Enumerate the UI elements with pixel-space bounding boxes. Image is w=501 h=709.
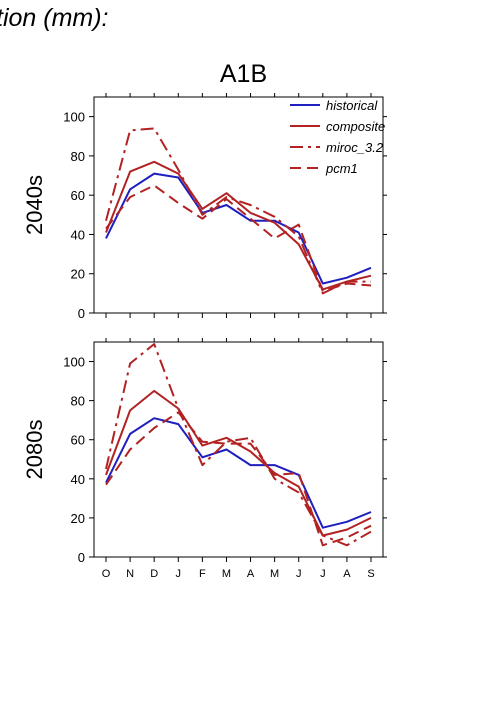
y-tick-label: 40 bbox=[71, 227, 85, 242]
chart-title: A1B bbox=[220, 60, 267, 88]
plot-frame bbox=[93, 341, 384, 558]
x-tick-label: J bbox=[320, 568, 326, 580]
y-tick-label: 80 bbox=[71, 394, 85, 409]
legend-label: historical bbox=[326, 98, 378, 113]
y-tick-label: 100 bbox=[63, 355, 85, 370]
y-tick-label: 60 bbox=[71, 188, 85, 203]
y-axis-label: 2040s bbox=[22, 175, 47, 235]
plot-frame bbox=[93, 96, 384, 314]
x-tick-label: F bbox=[199, 568, 206, 580]
x-tick-label: N bbox=[126, 568, 134, 580]
y-tick-label: 0 bbox=[78, 306, 85, 321]
series-line-historical bbox=[105, 172, 372, 285]
series-line-composite bbox=[105, 389, 372, 537]
y-tick-label: 80 bbox=[71, 149, 85, 164]
x-tick-label: O bbox=[102, 568, 111, 580]
x-tick-label: M bbox=[222, 568, 231, 580]
legend-label: composite bbox=[326, 119, 385, 134]
series-line-pcm1 bbox=[105, 184, 372, 293]
series-line-miroc-3-2 bbox=[105, 127, 371, 295]
legend-label: pcm1 bbox=[325, 161, 358, 176]
x-tick-label: D bbox=[150, 568, 158, 580]
x-tick-label: J bbox=[176, 568, 182, 580]
x-tick-label: M bbox=[270, 568, 279, 580]
y-tick-label: 100 bbox=[63, 110, 85, 125]
y-tick-label: 60 bbox=[71, 433, 85, 448]
x-tick-label: A bbox=[343, 568, 351, 580]
x-tick-label: J bbox=[296, 568, 302, 580]
legend-label: miroc_3.2 bbox=[326, 140, 384, 155]
header-title: tion (mm): bbox=[0, 4, 109, 32]
series-line-miroc-3-2 bbox=[105, 343, 372, 547]
panel-2040s: 0 20 40 60 80 100 2040s A1B historical composite m… bbox=[22, 60, 387, 321]
y-tick-label: 0 bbox=[78, 550, 85, 565]
x-tick-label: S bbox=[367, 568, 374, 580]
y-tick-label: 20 bbox=[71, 267, 85, 282]
y-tick-label: 40 bbox=[71, 472, 85, 487]
panel-2080s: 0 20 40 60 80 100 O N D J F M A M J J A S 2080s bbox=[22, 338, 387, 580]
x-tick-label: A bbox=[247, 568, 255, 580]
y-tick-label: 20 bbox=[71, 511, 85, 526]
series-line-pcm1 bbox=[105, 411, 372, 547]
series-line-historical bbox=[105, 417, 372, 529]
series-line-composite bbox=[105, 160, 372, 291]
y-axis-label: 2080s bbox=[22, 420, 47, 480]
